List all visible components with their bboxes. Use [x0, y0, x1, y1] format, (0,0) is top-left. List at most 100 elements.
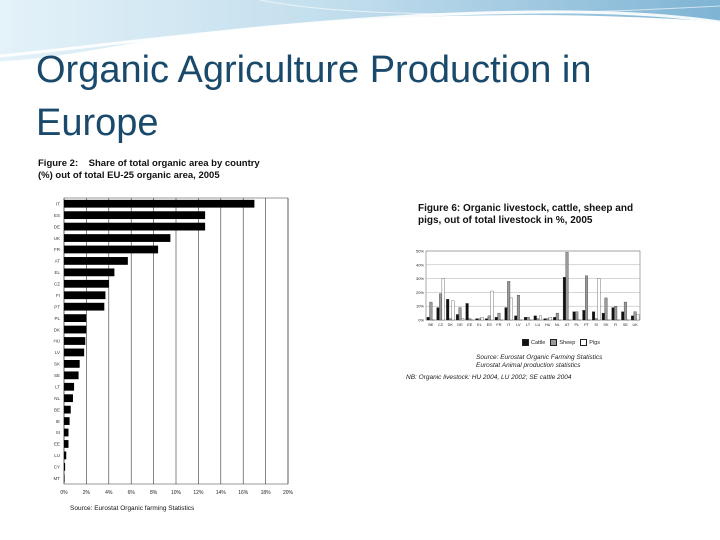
bar-cattle-pt: [582, 310, 586, 321]
legend-swatch-pigs: [580, 339, 588, 346]
bar-sheep-fi: [614, 306, 618, 321]
bar-sheep-uk: [633, 311, 637, 321]
bar-cattle-si: [592, 311, 596, 321]
bar-sheep-be: [429, 301, 433, 321]
bar-pigs-es: [490, 290, 494, 321]
x-tick-label-pt: PT: [584, 323, 590, 327]
bar-cattle-dk: [446, 299, 450, 321]
bar-sheep-cz: [439, 293, 443, 321]
bar-dk: [64, 325, 87, 334]
x-tick-label: 12%: [193, 490, 204, 496]
bar-cz: [64, 279, 109, 288]
figure-6-source: Source: Eurostat Organic Farming Statist…: [476, 354, 603, 369]
figure-2-source: Source: Eurostat Organic farming Statist…: [70, 505, 195, 512]
x-tick-label: 8%: [150, 490, 158, 496]
bar-cattle-at: [562, 277, 566, 321]
x-tick-label-se: SE: [623, 323, 629, 327]
x-tick-label-lt: LT: [526, 323, 531, 327]
bar-cattle-uk: [631, 315, 634, 321]
x-tick-label-uk: UK: [632, 323, 638, 327]
bar-pigs-dk: [451, 300, 455, 321]
bar-se: [64, 371, 79, 380]
plot-frame: [425, 250, 641, 321]
x-tick-label-fr: FR: [496, 323, 501, 327]
y-tick-label-lt: LT: [55, 384, 60, 389]
x-tick-label-nl: NL: [555, 323, 560, 327]
bar-at: [64, 257, 128, 265]
bar-cattle-lt: [524, 317, 527, 321]
bar-pigs-cz: [441, 278, 445, 321]
bar-cattle-cz: [436, 307, 440, 321]
figure-6-note: NB: Organic livestock: HU 2004, LU 2002;…: [406, 374, 572, 381]
y-tick-label: 50%: [416, 249, 424, 254]
figure-6-organic-livestock-chart: Figure 6: Organic livestock, cattle, she…: [404, 200, 672, 388]
x-tick-label: 10%: [171, 490, 182, 496]
legend-item-pigs: Pigs: [580, 339, 600, 346]
bar-sheep-hu: [546, 318, 550, 321]
x-tick-label-dk: DK: [448, 323, 454, 327]
x-tick-label-hu: HU: [545, 323, 551, 327]
bar-lt: [64, 382, 75, 391]
y-tick-label: 30%: [416, 276, 424, 281]
y-tick-label-pl: PL: [54, 316, 60, 321]
bar-pigs-de: [461, 318, 465, 321]
bar-nl: [64, 394, 73, 403]
bar-lv: [64, 348, 85, 357]
x-tick-label: 18%: [261, 490, 272, 496]
legend-label-sheep: Sheep: [559, 339, 576, 346]
x-tick-label: 2%: [83, 490, 91, 496]
bar-uk: [64, 234, 171, 242]
y-tick-label-ie: IE: [56, 419, 60, 424]
legend-swatch-sheep: [550, 339, 558, 346]
y-tick-label-dk: DK: [54, 327, 60, 332]
y-tick-label-de: DE: [54, 224, 60, 229]
bar-cy: [64, 462, 66, 471]
bar-sk: [64, 359, 80, 368]
bar-cattle-de: [455, 314, 459, 321]
bar-sheep-de: [458, 307, 462, 321]
bar-lu: [64, 451, 67, 460]
bar-de: [64, 222, 206, 231]
bar-cattle-fr: [494, 317, 498, 321]
y-tick-label: 10%: [416, 304, 424, 309]
legend-label-cattle: Cattle: [531, 339, 546, 346]
bar-es: [64, 211, 206, 220]
bar-pigs-lu: [539, 315, 542, 321]
bar-pigs-el: [480, 317, 484, 321]
bar-cattle-be: [426, 317, 430, 321]
bar-sheep-lu: [536, 318, 540, 321]
x-tick-label-sk: SK: [603, 323, 609, 327]
x-tick-label: 6%: [128, 490, 136, 496]
bar-sheep-pl: [575, 311, 579, 321]
bar-pigs-si: [597, 278, 601, 321]
bar-sheep-el: [478, 318, 481, 321]
x-tick-label-fi: FI: [614, 323, 617, 327]
bar-fr: [64, 245, 159, 254]
x-tick-label-lu: LU: [535, 323, 540, 327]
figure-2-caption: Figure 2: Share of total organic area by…: [38, 158, 260, 181]
bar-cattle-sk: [601, 312, 605, 321]
y-tick-label-lu: LU: [54, 453, 60, 458]
x-tick-label: 20%: [283, 490, 294, 496]
bar-sheep-sk: [604, 297, 608, 321]
bar-mt: [64, 474, 65, 483]
figure-6-legend: Cattle Sheep Pigs: [522, 339, 600, 346]
y-tick-label: 0%: [418, 318, 424, 323]
x-tick-label-el: EL: [477, 323, 482, 327]
x-tick-label: 16%: [238, 490, 249, 496]
bar-hu: [64, 337, 86, 345]
slide-title-line-2: Europe: [36, 102, 159, 144]
x-tick-label-cz: CZ: [438, 323, 444, 327]
y-tick-label-ee: EE: [54, 442, 60, 447]
bar-sheep-se: [623, 301, 627, 321]
bar-si: [64, 428, 69, 437]
legend-item-sheep: Sheep: [550, 339, 575, 346]
x-tick-label-at: AT: [565, 323, 570, 327]
slide-title-line-1: Organic Agriculture Production in: [36, 49, 592, 91]
x-tick-label-it: IT: [507, 323, 511, 327]
bar-cattle-fi: [611, 307, 615, 321]
bar-sheep-it: [507, 281, 511, 321]
bar-sheep-es: [487, 315, 491, 321]
bar-pigs-hu: [548, 317, 552, 321]
y-tick-label: 20%: [416, 290, 424, 295]
